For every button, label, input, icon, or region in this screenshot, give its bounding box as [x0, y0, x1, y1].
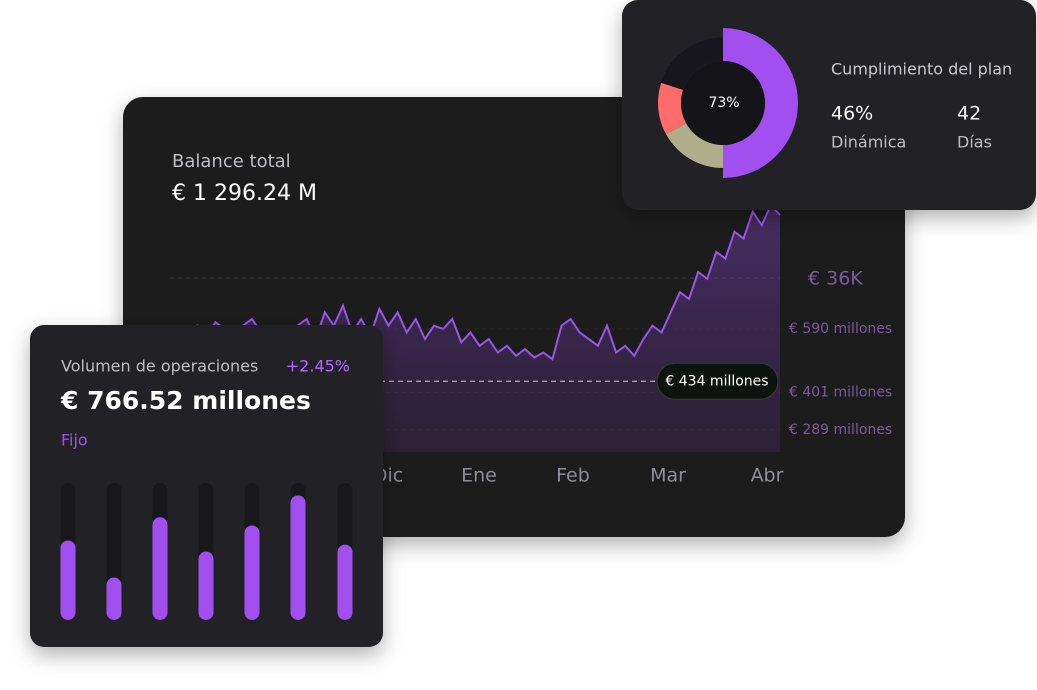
plan-title: Cumplimiento del plan [831, 60, 1012, 79]
bar [337, 544, 353, 620]
balance-title: Balance total [172, 151, 291, 172]
donut-center-label: 73% [708, 95, 739, 111]
marker-label: € 434 millones [665, 373, 768, 389]
y-tick-label: € 590 millones [789, 321, 892, 337]
x-tick-label: Ene [461, 465, 497, 487]
x-tick-label: Feb [556, 465, 590, 487]
axis-annotation: € 36K [808, 268, 863, 290]
y-tick-label: € 401 millones [789, 384, 892, 400]
volume-title: Volumen de operaciones [61, 357, 258, 376]
volume-change: +2.45% [286, 357, 350, 376]
balance-value: € 1 296.24 M [172, 181, 317, 206]
donut-segment [723, 28, 798, 178]
donut-segment [666, 123, 723, 168]
donut-segment [657, 82, 687, 135]
bar [290, 495, 306, 620]
stat-value: 46% [831, 103, 873, 125]
plan-card: Cumplimiento del plan 46% Dinámica 42 Dí… [622, 0, 1036, 210]
bar [60, 540, 76, 620]
bar [198, 551, 214, 620]
volume-value: € 766.52 millones [60, 386, 311, 415]
x-tick-label: Abr [751, 465, 784, 487]
bar [244, 525, 260, 620]
donut-hole [681, 61, 765, 145]
marker-pill [656, 362, 779, 400]
stat-value: 42 [957, 103, 981, 125]
x-tick-label: Mar [650, 465, 686, 487]
stat-label: Dinámica [831, 133, 906, 152]
stat-label: Días [957, 133, 992, 152]
volume-subtitle: Fijo [61, 431, 88, 450]
y-tick-label: € 289 millones [789, 422, 892, 438]
bar [106, 577, 122, 620]
volume-card: Volumen de operaciones +2.45% € 766.52 m… [30, 325, 383, 647]
bar [152, 517, 168, 620]
